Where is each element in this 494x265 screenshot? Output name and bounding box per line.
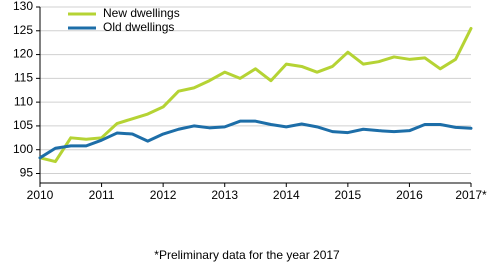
y-tick-label: 100 (13, 142, 33, 156)
y-tick-label: 125 (13, 23, 33, 37)
x-tick-label: 2017* (455, 188, 487, 202)
y-tick-label: 115 (14, 71, 33, 85)
y-tick-label: 130 (13, 0, 33, 13)
legend-label: Old dwellings (103, 20, 174, 34)
series-line (38, 26, 473, 164)
x-tick-label: 2013 (211, 188, 238, 202)
x-tick-label: 2015 (335, 188, 362, 202)
series-line (38, 119, 473, 160)
x-tick-label: 2014 (273, 188, 300, 202)
y-tick-label: 120 (13, 47, 33, 61)
x-tick-label: 2010 (27, 188, 54, 202)
x-tick-label: 2016 (396, 188, 423, 202)
y-tick-label: 110 (14, 94, 33, 108)
x-tick-label: 2011 (89, 188, 115, 202)
y-tick-label: 95 (20, 166, 34, 180)
y-tick-label: 105 (13, 118, 33, 132)
x-tick-label: 2012 (150, 188, 177, 202)
footnote: *Preliminary data for the year 2017 (154, 248, 340, 262)
legend-label: New dwellings (103, 6, 180, 20)
